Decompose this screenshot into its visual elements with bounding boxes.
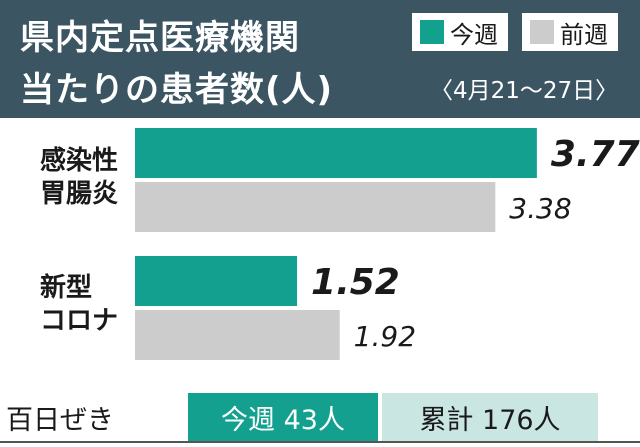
period-label: 〈4月21～27日〉	[430, 78, 619, 104]
bar-covid-this-week	[135, 256, 298, 306]
legend-item-last-week: 前週	[522, 13, 618, 51]
legend-item-this-week: 今週	[412, 13, 508, 51]
category-label-gastroenteritis: 感染性 胃腸炎	[40, 145, 118, 211]
bar-chart: 3.77 1.52 3.38 1.92	[135, 128, 640, 360]
data-label-gastroenteritis-last-week: 3.38	[509, 192, 571, 225]
pertussis-this-week: 今週 43人	[188, 393, 378, 441]
category-label-line: 感染性	[40, 146, 119, 176]
chart-title-line-1: 県内定点医療機関	[20, 18, 300, 58]
data-label-covid-last-week: 1.92	[354, 320, 416, 353]
pertussis-cumulative: 累計 176人	[382, 393, 598, 441]
category-label-line: 新型	[40, 273, 93, 303]
bar-gastroenteritis-last-week	[135, 182, 496, 232]
legend-label-this-week: 今週	[450, 20, 498, 49]
legend-swatch-this-week	[420, 20, 444, 44]
category-label-line: コロナ	[40, 306, 119, 336]
bar-gastroenteritis-this-week	[135, 128, 537, 178]
category-label-covid: 新型 コロナ	[40, 272, 118, 338]
category-label-line: 胃腸炎	[40, 179, 119, 209]
pertussis-label: 百日ぜき	[6, 405, 114, 436]
chart-title-line-2: 当たりの患者数(人)	[20, 70, 334, 110]
legend-label-last-week: 前週	[560, 20, 608, 49]
bar-covid-last-week	[135, 310, 340, 360]
data-label-gastroenteritis-this-week: 3.77	[551, 134, 640, 175]
footer-rule	[0, 441, 640, 443]
legend-swatch-last-week	[530, 20, 554, 44]
chart-header: 県内定点医療機関 当たりの患者数(人) 今週 前週 〈4月21～27日〉	[0, 0, 640, 118]
data-label-covid-this-week: 1.52	[311, 262, 400, 303]
legend: 今週 前週	[412, 13, 618, 51]
